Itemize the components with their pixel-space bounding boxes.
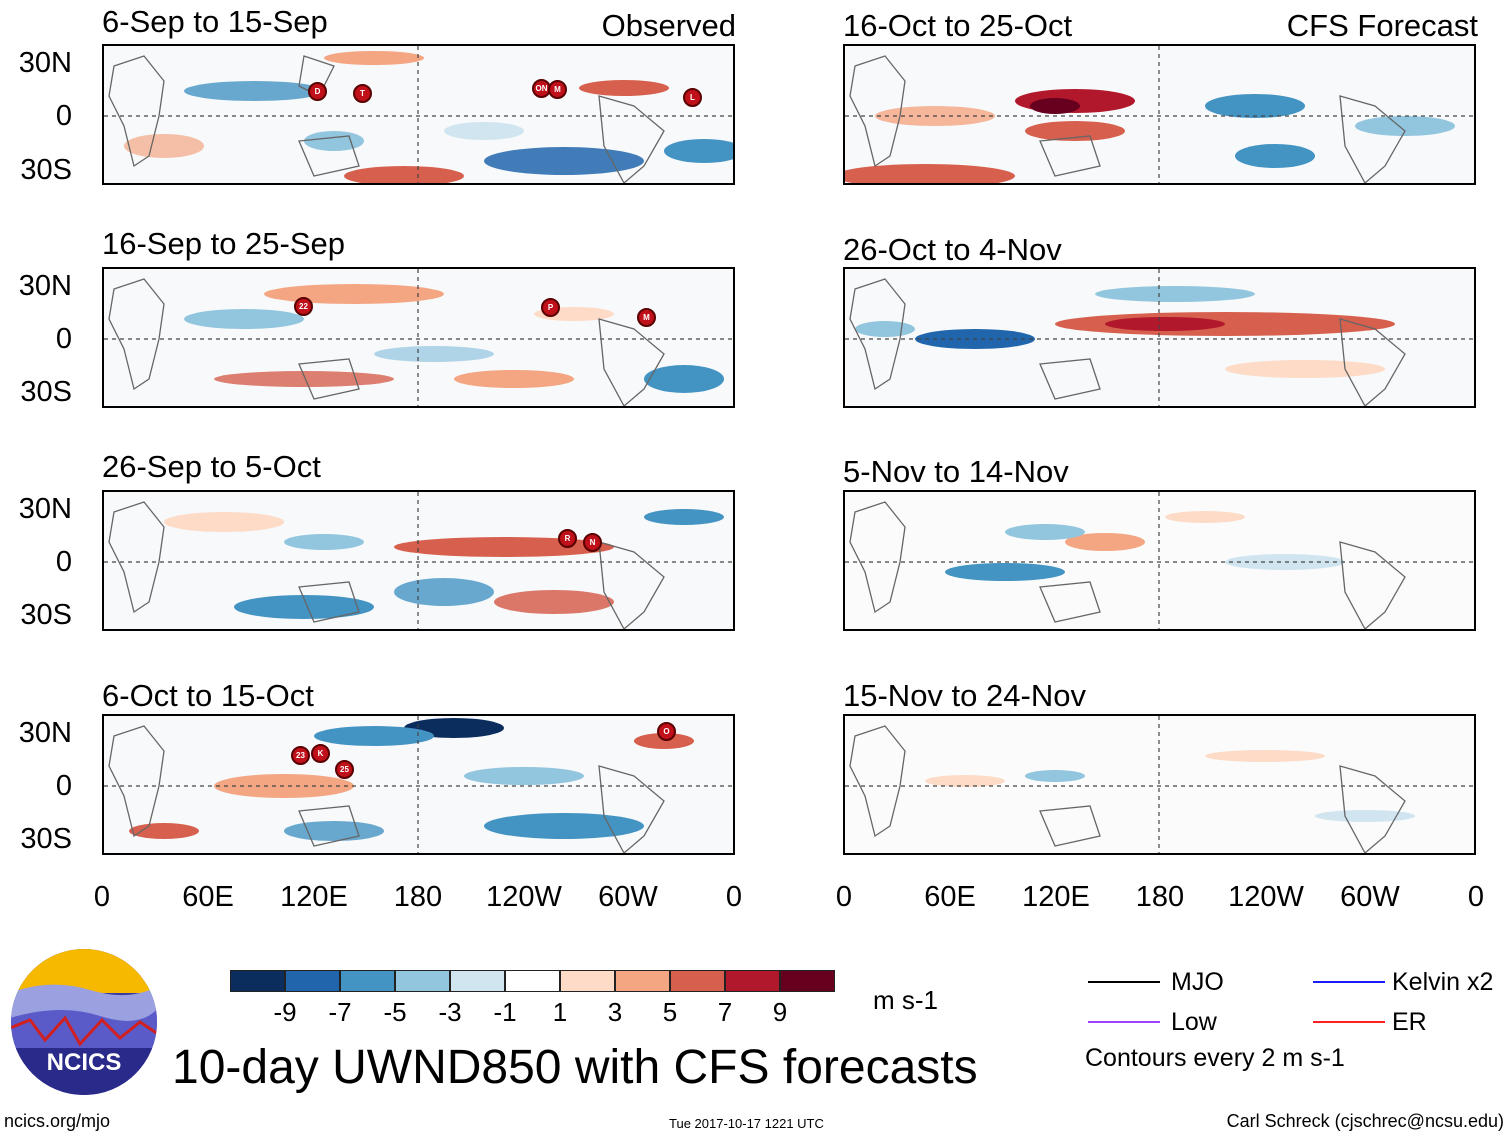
storm-marker: R [558,529,577,548]
legend-contour-note: Contours every 2 m s-1 [1085,1044,1345,1072]
panel-title-fcst-2: 26-Oct to 4-Nov [843,232,1062,267]
colorbar-swatch [780,970,835,992]
panel-title-fcst-1: 16-Oct to 25-Oct [843,8,1073,43]
lon-label: 180 [1135,881,1185,913]
storm-marker: N [583,533,602,552]
colorbar-unit: m s-1 [873,985,938,1015]
lat-label-30s: 30S [20,599,72,631]
colorbar-swatch [285,970,340,992]
lon-label: 60E [182,881,234,913]
lat-label-30n: 30N [18,47,72,79]
lat-label-eq: 0 [55,100,72,132]
legend-kelvin-line [1313,981,1385,983]
storm-marker: T [353,84,372,103]
lon-label: 0 [1467,881,1485,913]
lon-label: 180 [393,881,443,913]
lon-label: 60W [598,881,658,913]
lon-label: 0 [835,881,853,913]
lon-label: 120W [1228,881,1304,913]
storm-marker: O [657,722,676,741]
legend-mjo-line [1088,981,1160,983]
colorbar-swatch [450,970,505,992]
map-panel-obs-4 [102,714,735,855]
lat-label-30n: 30N [18,717,72,749]
storm-marker: P [541,298,560,317]
colorbar-swatch [670,970,725,992]
footer-timestamp: Tue 2017-10-17 1221 UTC [669,1116,824,1131]
map-panel-fcst-4 [843,714,1476,855]
storm-marker: 25 [335,760,354,779]
logo-text: NCICS [47,1049,122,1076]
panel-title-obs-3: 26-Sep to 5-Oct [102,449,321,484]
colorbar-tick-label: 7 [717,997,733,1027]
lat-label-eq: 0 [55,546,72,578]
footer-url: ncics.org/mjo [4,1111,111,1131]
lat-label-30s: 30S [20,154,72,186]
colorbar-tick-label: -3 [438,997,462,1027]
storm-marker: M [548,80,567,99]
lat-label-30s: 30S [20,376,72,408]
observed-label: Observed [601,8,736,43]
colorbar-tick-label: -9 [273,997,297,1027]
lon-label: 60W [1340,881,1400,913]
legend-mjo-label: MJO [1171,968,1224,996]
lat-label-eq: 0 [55,323,72,355]
legend-kelvin-label: Kelvin x2 [1392,968,1494,996]
map-panel-fcst-1 [843,44,1476,185]
storm-marker: 23 [291,746,310,765]
storm-marker: D [308,82,327,101]
map-panel-obs-2 [102,267,735,408]
storm-marker: 22 [294,297,313,316]
colorbar-tick-label: -5 [383,997,407,1027]
lat-label-30n: 30N [18,270,72,302]
colorbar-swatch [230,970,285,992]
panel-title-obs-1: 6-Sep to 15-Sep [102,4,328,39]
main-title: 10-day UWND850 with CFS forecasts [172,1041,978,1094]
map-panel-obs-3 [102,490,735,631]
lon-label: 60E [924,881,976,913]
lon-label: 120E [1022,881,1090,913]
panel-title-fcst-3: 5-Nov to 14-Nov [843,454,1069,489]
legend-er-label: ER [1392,1008,1427,1036]
colorbar-tick-label: 1 [552,997,568,1027]
colorbar-swatch [615,970,670,992]
lat-label-30s: 30S [20,823,72,855]
colorbar-swatch [560,970,615,992]
legend-er-line [1313,1021,1385,1023]
colorbar-swatch [505,970,560,992]
colorbar-swatch [395,970,450,992]
lat-label-eq: 0 [55,770,72,802]
storm-marker: L [683,88,702,107]
storm-marker: M [637,308,656,327]
forecast-label: CFS Forecast [1286,8,1478,43]
lon-label: 0 [93,881,111,913]
map-panel-obs-1 [102,44,735,185]
colorbar-tick-label: -1 [493,997,517,1027]
panel-title-fcst-4: 15-Nov to 24-Nov [843,678,1086,713]
panel-title-obs-4: 6-Oct to 15-Oct [102,678,314,713]
ncics-logo: NCICS [10,948,158,1096]
map-panel-fcst-3 [843,490,1476,631]
lon-label: 0 [725,881,743,913]
panel-title-obs-2: 16-Sep to 25-Sep [102,226,346,261]
colorbar-tick-label: -7 [328,997,352,1027]
colorbar-tick-label: 9 [772,997,788,1027]
colorbar-tick-label: 3 [607,997,623,1027]
colorbar-tick-label: 5 [662,997,678,1027]
legend-low-label: Low [1171,1008,1217,1036]
map-panel-fcst-2 [843,267,1476,408]
lon-label: 120E [280,881,348,913]
footer-credit: Carl Schreck (cjschrec@ncsu.edu) [1226,1111,1504,1131]
lon-label: 120W [486,881,562,913]
storm-marker: K [311,744,330,763]
lat-label-30n: 30N [18,493,72,525]
colorbar-swatch [340,970,395,992]
colorbar-swatch [725,970,780,992]
legend-low-line [1088,1021,1160,1023]
